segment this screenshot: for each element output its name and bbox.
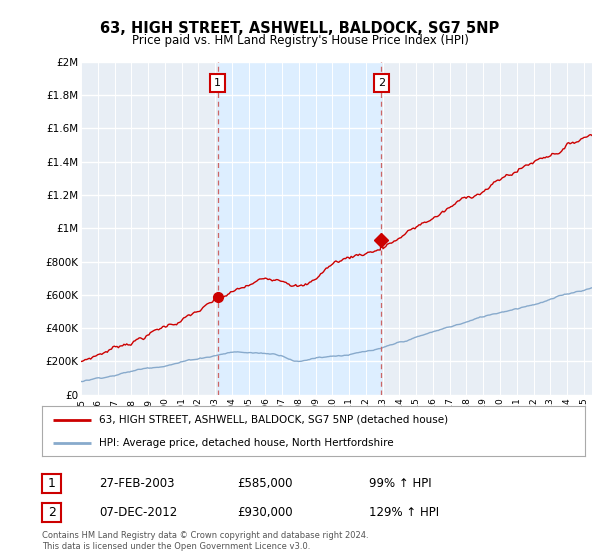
Text: This data is licensed under the Open Government Licence v3.0.: This data is licensed under the Open Gov… — [42, 542, 310, 551]
Text: £930,000: £930,000 — [237, 506, 293, 519]
Text: £585,000: £585,000 — [237, 477, 293, 490]
Text: 1: 1 — [214, 78, 221, 88]
Text: 99% ↑ HPI: 99% ↑ HPI — [369, 477, 431, 490]
Text: Contains HM Land Registry data © Crown copyright and database right 2024.: Contains HM Land Registry data © Crown c… — [42, 531, 368, 540]
Text: HPI: Average price, detached house, North Hertfordshire: HPI: Average price, detached house, Nort… — [99, 438, 394, 448]
Text: 63, HIGH STREET, ASHWELL, BALDOCK, SG7 5NP (detached house): 63, HIGH STREET, ASHWELL, BALDOCK, SG7 5… — [99, 414, 448, 424]
Text: 2: 2 — [378, 78, 385, 88]
Text: 1: 1 — [47, 477, 56, 490]
Text: 27-FEB-2003: 27-FEB-2003 — [99, 477, 175, 490]
Text: 07-DEC-2012: 07-DEC-2012 — [99, 506, 177, 519]
Bar — [218, 62, 382, 395]
Text: 129% ↑ HPI: 129% ↑ HPI — [369, 506, 439, 519]
Text: 63, HIGH STREET, ASHWELL, BALDOCK, SG7 5NP: 63, HIGH STREET, ASHWELL, BALDOCK, SG7 5… — [100, 21, 500, 36]
Text: Price paid vs. HM Land Registry's House Price Index (HPI): Price paid vs. HM Land Registry's House … — [131, 34, 469, 46]
Text: 2: 2 — [47, 506, 56, 519]
